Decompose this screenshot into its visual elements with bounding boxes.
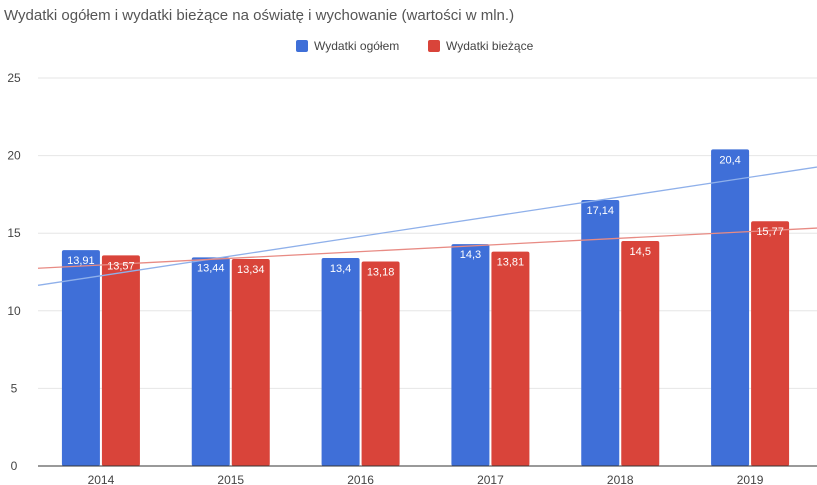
bar-label-biezace-2014: 13,57 (107, 260, 135, 272)
legend-swatch-biezace (428, 40, 440, 52)
bar-label-ogolem-2016: 13,4 (330, 263, 351, 275)
x-tick-2016: 2016 (347, 473, 374, 485)
legend-label-ogolem: Wydatki ogółem (314, 39, 399, 53)
bar-label-ogolem-2019: 20,4 (719, 154, 740, 166)
bar-biezace-2019 (751, 221, 790, 466)
bar-biezace-2015 (231, 258, 270, 466)
x-tick-2019: 2019 (737, 473, 764, 485)
y-tick-10: 10 (7, 304, 21, 318)
bar-label-biezace-2016: 13,18 (367, 266, 395, 278)
x-tick-2017: 2017 (477, 473, 504, 485)
bar-label-biezace-2015: 13,34 (237, 264, 265, 276)
bar-biezace-2016 (361, 261, 400, 466)
chart-title: Wydatki ogółem i wydatki bieżące na oświ… (4, 7, 514, 24)
bar-biezace-2014 (101, 255, 140, 466)
bar-label-ogolem-2015: 13,44 (197, 262, 225, 274)
bar-labels: 13,91 13,57 13,44 13,34 13,4 13,18 14,3 13,81 17… (67, 154, 784, 278)
bar-ogolem-2017 (451, 244, 490, 466)
y-tick-0: 0 (11, 459, 18, 473)
y-axis-ticks: 0 5 10 15 20 25 (7, 71, 21, 473)
bar-label-biezace-2018: 14,5 (630, 246, 651, 258)
y-tick-15: 15 (7, 226, 21, 240)
trendlines (37, 166, 817, 286)
bar-biezace-2018 (621, 240, 660, 466)
bar-label-ogolem-2018: 17,14 (586, 205, 614, 217)
x-axis-ticks: 2014 2015 2016 2017 2018 2019 (88, 473, 764, 485)
legend-swatch-ogolem (296, 40, 308, 52)
y-tick-5: 5 (11, 381, 18, 395)
bar-ogolem-2019 (711, 149, 750, 466)
x-tick-2014: 2014 (88, 473, 115, 485)
bar-ogolem-2016 (321, 258, 360, 466)
bars (61, 149, 790, 467)
bar-label-biezace-2017: 13,81 (497, 257, 525, 269)
trendline-biezace (37, 227, 817, 269)
bar-label-ogolem-2014: 13,91 (67, 255, 95, 267)
bar-biezace-2017 (491, 251, 530, 466)
bar-ogolem-2014 (61, 250, 100, 466)
trendline-ogolem (37, 166, 817, 286)
legend-label-biezace: Wydatki bieżące (446, 39, 534, 53)
legend: Wydatki ogółem Wydatki bieżące (296, 39, 534, 53)
y-tick-20: 20 (7, 149, 21, 163)
bar-label-ogolem-2017: 14,3 (460, 249, 481, 261)
bar-label-biezace-2019: 15,77 (756, 226, 784, 238)
gridlines (38, 77, 817, 389)
x-tick-2015: 2015 (217, 473, 244, 485)
x-tick-2018: 2018 (607, 473, 634, 485)
bar-ogolem-2015 (191, 257, 230, 466)
bar-ogolem-2018 (581, 199, 620, 467)
y-tick-25: 25 (7, 71, 21, 85)
